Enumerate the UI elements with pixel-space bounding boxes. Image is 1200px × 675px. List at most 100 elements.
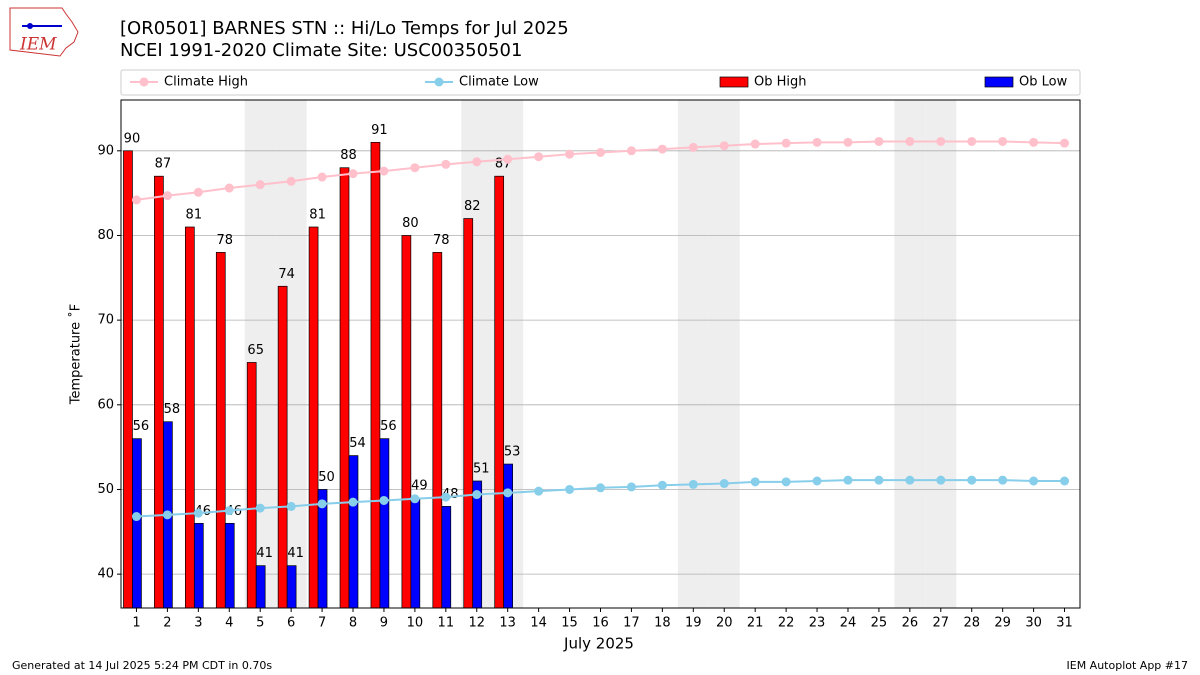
x-tick-label: 8 xyxy=(349,616,357,631)
bar-label: 74 xyxy=(278,267,295,282)
line-marker xyxy=(534,486,544,496)
legend-label: Ob High xyxy=(754,75,807,90)
line-marker xyxy=(441,492,451,502)
line-marker xyxy=(936,136,946,146)
x-tick-label: 9 xyxy=(380,616,388,631)
bar xyxy=(370,141,381,609)
line-marker xyxy=(657,480,667,490)
y-tick-label: 70 xyxy=(97,313,114,328)
x-tick-label: 18 xyxy=(654,616,671,631)
line-marker xyxy=(410,163,420,173)
bar xyxy=(154,175,164,609)
x-tick-label: 13 xyxy=(499,616,516,631)
x-tick-label: 23 xyxy=(809,616,826,631)
line-marker xyxy=(193,187,203,197)
x-tick-label: 14 xyxy=(530,616,547,631)
bar-label: 53 xyxy=(504,445,521,460)
bar xyxy=(277,285,288,609)
bar-label: 49 xyxy=(411,478,428,493)
line-marker xyxy=(998,136,1008,146)
x-axis-label: July 2025 xyxy=(563,635,634,653)
x-tick-label: 21 xyxy=(747,616,764,631)
y-axis-label: Temperature ˚F xyxy=(68,304,84,405)
line-marker xyxy=(874,475,884,485)
line-marker xyxy=(688,479,698,489)
line-marker xyxy=(812,476,822,486)
logo-dot xyxy=(27,23,33,29)
bar-label: 41 xyxy=(287,546,304,561)
weekend-band xyxy=(925,100,957,608)
bar-label: 88 xyxy=(340,148,357,163)
y-tick-label: 60 xyxy=(97,397,114,412)
line-marker xyxy=(719,479,729,489)
line-marker xyxy=(503,154,513,164)
x-tick-label: 12 xyxy=(468,616,485,631)
x-tick-label: 16 xyxy=(592,616,609,631)
legend-box xyxy=(120,69,1081,96)
bar-label: 56 xyxy=(380,419,397,434)
line-marker xyxy=(657,144,667,154)
x-tick-label: 24 xyxy=(840,616,857,631)
bar xyxy=(463,218,474,609)
line-marker xyxy=(874,136,884,146)
bar-label: 50 xyxy=(318,470,335,485)
bar-label: 65 xyxy=(247,343,264,358)
x-tick-label: 1 xyxy=(132,616,140,631)
line-marker xyxy=(162,510,172,520)
line-marker xyxy=(626,482,636,492)
plot-frame xyxy=(120,99,1081,609)
line-marker xyxy=(534,152,544,162)
bar xyxy=(503,463,513,609)
bar xyxy=(215,252,226,609)
bar xyxy=(441,506,452,609)
y-tick-label: 90 xyxy=(97,143,114,158)
bar xyxy=(472,480,483,609)
line-marker xyxy=(255,180,265,190)
bar-label: 41 xyxy=(256,546,273,561)
bar xyxy=(123,150,133,609)
chart-subtitle: NCEI 1991-2020 Climate Site: USC00350501 xyxy=(120,40,522,61)
x-tick-label: 15 xyxy=(561,616,578,631)
bar xyxy=(246,362,257,609)
line-marker xyxy=(193,508,203,518)
bar-label: 58 xyxy=(164,402,181,417)
line-marker xyxy=(565,484,575,494)
line-marker xyxy=(843,137,853,147)
line-marker xyxy=(410,494,420,504)
line-marker xyxy=(812,137,822,147)
bar xyxy=(184,226,195,609)
line-marker xyxy=(317,499,327,509)
line-marker xyxy=(750,139,760,149)
logo-outline xyxy=(9,7,79,57)
line-marker xyxy=(131,195,141,205)
line-marker xyxy=(1029,137,1039,147)
legend-label: Climate Low xyxy=(459,75,539,90)
x-tick-label: 25 xyxy=(871,616,888,631)
line-marker xyxy=(843,475,853,485)
line-marker xyxy=(348,497,358,507)
line-marker xyxy=(441,159,451,169)
legend-label: Ob Low xyxy=(1019,75,1068,90)
bar xyxy=(255,565,266,609)
line-marker xyxy=(596,147,605,157)
bar xyxy=(432,252,443,609)
line-marker xyxy=(688,142,698,152)
y-tick-label: 80 xyxy=(97,228,114,243)
bar xyxy=(401,235,412,609)
x-tick-label: 6 xyxy=(287,616,295,631)
line-marker xyxy=(1060,138,1070,148)
bar-label: 90 xyxy=(124,131,141,146)
x-tick-label: 5 xyxy=(256,616,264,631)
line-marker xyxy=(286,501,296,511)
bar-label: 56 xyxy=(133,419,150,434)
line-marker xyxy=(781,477,791,487)
x-tick-label: 10 xyxy=(407,616,424,631)
logo: IEM xyxy=(9,7,79,57)
chart-title: [OR0501] BARNES STN :: Hi/Lo Temps for J… xyxy=(120,18,569,39)
line-marker xyxy=(967,475,977,485)
bar xyxy=(494,175,505,609)
legend-swatch xyxy=(984,76,1014,88)
bar-label: 51 xyxy=(473,462,490,477)
line-marker xyxy=(348,169,358,179)
